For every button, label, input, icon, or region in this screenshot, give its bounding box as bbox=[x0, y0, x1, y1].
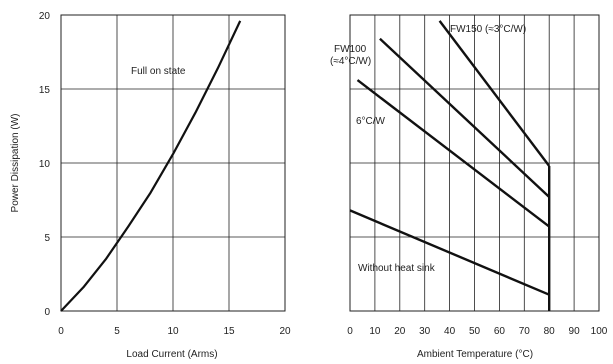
6cw-label: 6°C/W bbox=[356, 116, 386, 127]
left-x-tick-label: 0 bbox=[58, 326, 64, 337]
right-x-tick-label: 80 bbox=[544, 326, 556, 337]
left-x-tick-label: 15 bbox=[223, 326, 235, 337]
right-x-tick-label: 90 bbox=[569, 326, 581, 337]
left-y-axis-label: Power Dissipation (W) bbox=[10, 114, 21, 213]
right-x-tick-label: 60 bbox=[494, 326, 506, 337]
left-chart-power-vs-current: 00 5 5 10 10 15 15 20 20 bbox=[39, 11, 291, 337]
without-heat-sink-label: Without heat sink bbox=[358, 263, 436, 274]
left-y-tick-label: 5 bbox=[44, 233, 50, 244]
right-x-tick-label: 20 bbox=[394, 326, 406, 337]
fw100-sub-label: (≈4°C/W) bbox=[330, 56, 371, 67]
left-y-tick-label: 0 bbox=[44, 307, 50, 318]
series-line-6cw bbox=[356, 79, 550, 228]
right-x-tick-label: 50 bbox=[469, 326, 481, 337]
right-x-tick-label: 100 bbox=[591, 326, 608, 337]
series-line-full-on-state bbox=[60, 20, 242, 312]
right-x-tick-label: 0 bbox=[347, 326, 353, 337]
series-line-fw100 bbox=[379, 37, 551, 198]
right-x-axis-label: Ambient Temperature (°C) bbox=[417, 349, 533, 360]
left-y-tick-label: 10 bbox=[39, 159, 51, 170]
left-y-tick-label: 15 bbox=[39, 85, 51, 96]
left-x-axis-label: Load Current (Arms) bbox=[126, 349, 217, 360]
right-x-tick-label: 70 bbox=[519, 326, 531, 337]
full-on-state-label: Full on state bbox=[131, 66, 186, 77]
right-x-tick-label: 30 bbox=[419, 326, 431, 337]
series-line-fw150 bbox=[438, 20, 551, 167]
right-chart-power-vs-temperature: 0 10 20 30 40 50 60 70 80 90 100 bbox=[347, 14, 608, 337]
fw100-label: FW100 bbox=[334, 44, 367, 55]
fw150-label: FW150 (≈3°C/W) bbox=[450, 24, 526, 35]
left-x-tick-label: 10 bbox=[167, 326, 179, 337]
series-line-without-heat-sink bbox=[349, 209, 550, 296]
right-x-tick-label: 10 bbox=[369, 326, 381, 337]
right-x-tick-label: 40 bbox=[444, 326, 456, 337]
left-x-tick-label: 20 bbox=[279, 326, 291, 337]
left-x-tick-label: 5 bbox=[114, 326, 120, 337]
left-y-tick-label: 20 bbox=[39, 11, 51, 22]
